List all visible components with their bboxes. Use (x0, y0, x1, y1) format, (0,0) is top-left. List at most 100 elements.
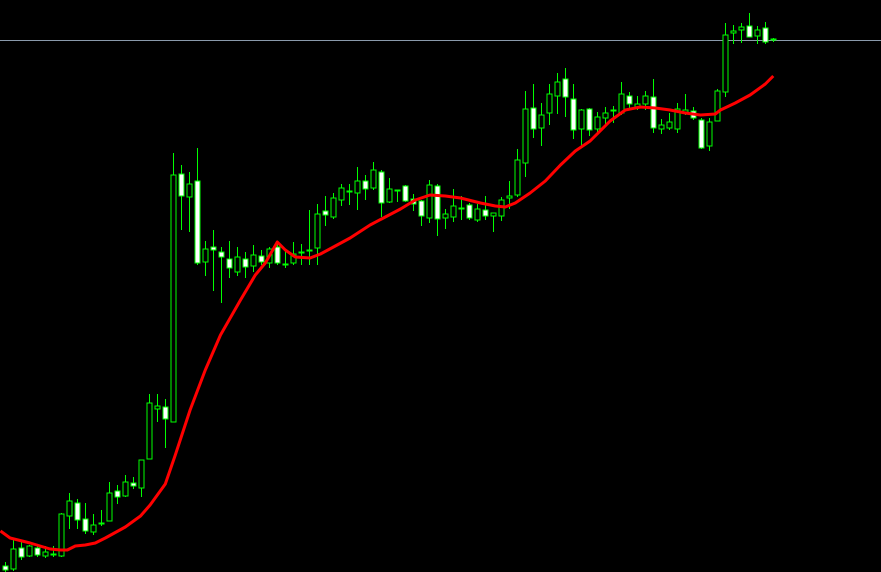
candle (194, 148, 201, 265)
bullish-candle-body (66, 500, 73, 517)
bearish-candle-body (226, 258, 233, 269)
candle (338, 184, 345, 206)
candle (346, 184, 353, 205)
candle (762, 22, 769, 44)
bullish-candle-body (354, 180, 361, 194)
bullish-candle-body (282, 263, 289, 266)
bullish-candle-body (370, 169, 377, 189)
bearish-candle-body (434, 185, 441, 220)
candle (418, 200, 425, 226)
candle (474, 204, 481, 222)
candle (162, 399, 169, 448)
candle (466, 203, 473, 220)
candle (226, 241, 233, 278)
bullish-candle-body (522, 108, 529, 164)
bullish-candle-body (154, 405, 161, 410)
candle (578, 109, 585, 148)
candle (378, 170, 385, 217)
bearish-candle-body (218, 251, 225, 258)
bullish-candle-body (234, 256, 241, 273)
candle (554, 73, 561, 114)
bearish-candle-body (562, 78, 569, 98)
bullish-candle-body (706, 121, 713, 147)
bullish-candle-body (90, 524, 97, 533)
bullish-candle-body (490, 212, 497, 217)
bullish-candle-body (338, 187, 345, 201)
bullish-candle-body (666, 121, 673, 129)
candle (698, 118, 705, 149)
candle (218, 247, 225, 303)
bullish-candle-body (42, 551, 49, 557)
bullish-candle-body (546, 93, 553, 114)
candle (538, 103, 545, 146)
candle (242, 252, 249, 278)
bearish-candle-body (194, 180, 201, 264)
candle (386, 178, 393, 203)
candle (754, 26, 761, 44)
bullish-candle-body (346, 190, 353, 193)
candle (546, 84, 553, 125)
candle (514, 149, 521, 197)
bullish-candle-body (714, 90, 721, 122)
bullish-candle-body (642, 95, 649, 105)
bullish-candle-body (138, 459, 145, 489)
bearish-candle-body (82, 518, 89, 532)
bearish-candle-body (570, 98, 577, 131)
bullish-candle-body (306, 249, 313, 252)
bullish-candle-body (554, 81, 561, 97)
bullish-candle-body (610, 109, 617, 112)
bullish-candle-body (722, 34, 729, 93)
bullish-candle-body (314, 213, 321, 249)
bearish-candle-body (586, 108, 593, 131)
candle (426, 180, 433, 223)
bearish-candle-body (178, 173, 185, 197)
candle (74, 499, 81, 529)
bullish-candle-body (658, 124, 665, 130)
candle (570, 84, 577, 139)
bearish-candle-body (530, 107, 537, 130)
bearish-candle-body (274, 246, 281, 264)
bearish-candle-body (258, 255, 265, 263)
bullish-candle-body (514, 159, 521, 196)
bullish-candle-body (26, 545, 33, 557)
bullish-candle-body (186, 183, 193, 198)
bearish-candle-body (74, 502, 81, 521)
bearish-candle-body (482, 209, 489, 217)
bullish-candle-body (250, 254, 257, 267)
candle (482, 196, 489, 220)
bearish-candle-body (698, 119, 705, 149)
candle (594, 112, 601, 133)
candle (738, 23, 745, 43)
candle (186, 172, 193, 232)
bearish-candle-body (746, 25, 753, 38)
candle (362, 175, 369, 200)
candle (202, 241, 209, 276)
candle (90, 514, 97, 535)
bearish-candle-body (322, 210, 329, 216)
candle (298, 244, 305, 265)
bullish-candle-body (738, 26, 745, 31)
candle (730, 25, 737, 44)
candle (50, 546, 57, 557)
candle (370, 162, 377, 190)
bearish-candle-body (130, 482, 137, 487)
candle (170, 153, 177, 423)
bullish-candle-body (122, 481, 129, 497)
bullish-candle-body (578, 109, 585, 130)
bullish-candle-body (426, 184, 433, 219)
bearish-candle-body (34, 547, 41, 556)
bullish-candle-body (474, 208, 481, 221)
candle (442, 209, 449, 229)
bullish-candle-body (458, 207, 465, 210)
bullish-candle-body (330, 197, 337, 218)
candle (154, 394, 161, 422)
candle (522, 91, 529, 177)
candle (98, 510, 105, 526)
bearish-candle-body (362, 180, 369, 190)
bearish-candle-body (466, 204, 473, 219)
candle (650, 79, 657, 133)
candle (322, 196, 329, 226)
candle (34, 545, 41, 557)
candle (706, 118, 713, 151)
